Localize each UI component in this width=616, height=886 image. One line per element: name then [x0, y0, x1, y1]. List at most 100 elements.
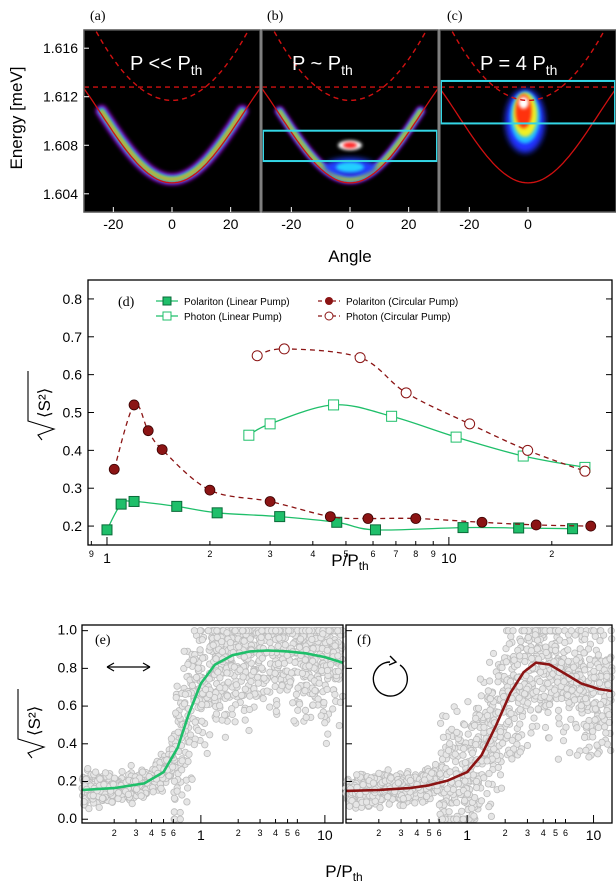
pf-xtick-minor-8: 5 — [553, 828, 558, 838]
panel-d-point-2-8 — [410, 513, 422, 524]
panel-d-ytick-4: 0.6 — [63, 367, 83, 383]
panel-d-point-2-2 — [142, 425, 154, 437]
heatmap-0-xtick-0: -20 — [103, 216, 123, 232]
pe-xtick-minor-5: 2 — [236, 828, 241, 838]
panel-d-xtick-minor-6: 7 — [393, 549, 398, 559]
panel-d-xtick-minor-3: 4 — [310, 549, 315, 559]
panel-d-point-3-4 — [464, 418, 476, 430]
pe-xtick-minor-8: 5 — [285, 828, 290, 838]
panel-d-point-3-2 — [354, 352, 366, 364]
panel-d-point-2-6 — [324, 511, 336, 523]
panel-d-frame — [87, 279, 613, 546]
pe-xtick-minor-9: 6 — [295, 828, 300, 838]
panel-ef-xlabel: P/Pth — [325, 862, 362, 884]
pe-xtick-minor-2: 4 — [149, 828, 154, 838]
panel-d-ytick-3: 0.5 — [63, 405, 83, 421]
panel-d-point-2-1 — [128, 399, 140, 411]
pf-xtick-minor-4: 6 — [437, 828, 442, 838]
heatmap-panels: -20 0 20 -20 0 20 -20 0 1.604 1.608 1.612 1.616 — [43, 29, 616, 232]
pe-ytick-1: 0.2 — [58, 773, 78, 789]
panel-d-xtick-major-1: 10 — [441, 550, 457, 566]
pe-xtick-minor-0: 2 — [112, 828, 117, 838]
pe-ytick-2: 0.4 — [58, 735, 78, 751]
pf-scatter-cloud — [342, 627, 616, 823]
panel-d-point-0-5 — [274, 511, 286, 523]
panel-d-point-0-0 — [101, 524, 113, 536]
pf-xtick-minor-3: 5 — [427, 828, 432, 838]
heatmap-2-xtick-1: 0 — [524, 216, 532, 232]
pf-xtick-minor-6: 3 — [525, 828, 530, 838]
heatmap-ytick-3: 1.616 — [43, 40, 78, 56]
pf-xtick-minor-9: 6 — [563, 828, 568, 838]
panel-d-ytick-2: 0.4 — [63, 442, 83, 458]
pe-xtick-minor-1: 3 — [134, 828, 139, 838]
panel-label-a: (a) — [90, 9, 106, 24]
pf-xtick-minor-2: 4 — [414, 828, 419, 838]
heatmap-0-xtick-2: 20 — [223, 216, 239, 232]
heatmap-ytick-1: 1.608 — [43, 137, 78, 153]
panel-d-point-3-6 — [579, 465, 591, 477]
pf-xtick-major-0: 1 — [463, 827, 471, 843]
panel-d-xtick-minor-8: 9 — [431, 549, 436, 559]
panel-label-c: (c) — [447, 9, 463, 24]
panel-d-point-2-4 — [204, 484, 216, 496]
panel-e-plot: 0.00.20.40.60.81.01 102 3 4 5 6 2 3 4 5 6 — [58, 622, 347, 843]
pe-xtick-minor-4: 6 — [171, 828, 176, 838]
pe-trend-line — [81, 649, 344, 792]
panel-d-legend-3: Photon (Circular Pump) — [346, 312, 450, 323]
heatmap-ytick-0: 1.604 — [43, 186, 78, 202]
pe-xtick-minor-6: 3 — [258, 828, 263, 838]
panel-d-point-2-7 — [362, 513, 374, 524]
panel-d-point-0-8 — [457, 522, 469, 534]
panel-d-legend-1: Photon (Linear Pump) — [184, 312, 282, 323]
panel-d-xtick-minor-0: 9 — [89, 549, 94, 559]
panel-d-xlabel: P/Pth — [331, 551, 368, 573]
panel-label-e: (e) — [95, 633, 111, 648]
panel-e-ylabel: ⟨S²⟩ — [17, 689, 46, 759]
pf-xtick-minor-1: 3 — [399, 828, 404, 838]
panel-d-point-2-0 — [108, 463, 120, 475]
panel-d-point-0-7 — [369, 524, 381, 536]
pe-ytick-0: 0.0 — [58, 810, 78, 826]
panel-label-f: (f) — [357, 633, 371, 648]
panel-label-b: (b) — [267, 9, 284, 24]
panel-d-xtick-minor-9: 2 — [549, 549, 554, 559]
svg-text:⟨S²⟩: ⟨S²⟩ — [35, 388, 54, 418]
panel-d-ytick-5: 0.7 — [63, 329, 83, 345]
panel-d-ylabel: ⟨S²⟩ — [27, 371, 56, 441]
cyan-window-b — [262, 129, 438, 163]
panel-d-point-3-3 — [400, 387, 412, 399]
panel-d-xtick-major-0: 1 — [103, 550, 111, 566]
panel-a-xlabel: Angle — [328, 247, 371, 266]
heatmap-0-xtick-1: 0 — [168, 216, 176, 232]
panel-d-xtick-minor-4: 5 — [343, 549, 348, 559]
panel-d-ytick-0: 0.2 — [63, 518, 83, 534]
panel-d-point-2-9 — [476, 516, 488, 528]
pe-xtick-major-0: 1 — [197, 827, 205, 843]
pe-xtick-minor-7: 4 — [273, 828, 278, 838]
panel-d-legend-2: Polariton (Circular Pump) — [346, 297, 458, 308]
panel-a-ylabel: Energy [meV] — [7, 67, 26, 170]
pe-xtick-major-1: 10 — [317, 827, 333, 843]
panel-d-ytick-6: 0.8 — [63, 291, 83, 307]
panel-d-point-0-2 — [128, 495, 140, 507]
heatmap-1-xtick-0: -20 — [281, 216, 301, 232]
heatmap-2-xtick-0: -20 — [459, 216, 479, 232]
panel-d-point-0-10 — [567, 523, 579, 535]
panel-d-point-0-3 — [171, 500, 183, 512]
pf-xtick-minor-7: 4 — [541, 828, 546, 838]
panel-d-point-1-2 — [328, 399, 340, 411]
cyan-window-c — [440, 79, 616, 125]
panel-d-point-2-3 — [156, 444, 168, 456]
svg-text:⟨S²⟩: ⟨S²⟩ — [25, 706, 44, 736]
heatmap-1-xtick-1: 0 — [346, 216, 354, 232]
panel-d-point-0-9 — [513, 522, 525, 534]
pf-xtick-minor-5: 2 — [503, 828, 508, 838]
panel-b-title: P ~ Pth — [292, 53, 353, 78]
panel-d-point-1-4 — [450, 431, 462, 443]
panel-d-ytick-1: 0.3 — [63, 480, 83, 496]
panel-d-point-1-1 — [264, 418, 276, 430]
pe-xtick-minor-3: 5 — [161, 828, 166, 838]
panel-label-d: (d) — [118, 295, 135, 310]
panel-d-point-3-1 — [278, 343, 290, 355]
